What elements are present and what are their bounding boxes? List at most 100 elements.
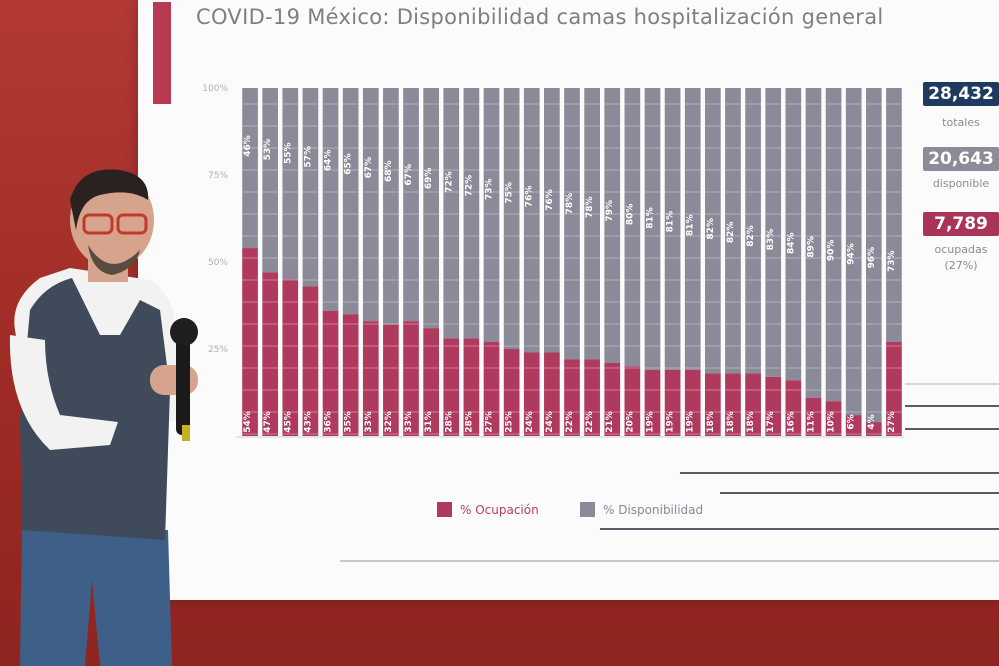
y-tick-label: 50% [208,258,228,268]
bar-ocupacion [725,373,741,436]
data-label-ocupacion: 47% [263,411,273,433]
bar-ocupacion [705,373,721,436]
bar-disponibilidad [403,88,419,322]
data-label-disponibilidad: 96% [867,247,877,269]
bar-disponibilidad [785,88,802,381]
stat-ocupadas-label: ocupadas [934,243,988,256]
data-label-disponibilidad: 80% [625,204,635,226]
bar-disponibilidad [564,88,580,360]
bar-ocupacion [443,338,460,436]
bar-ocupacion [322,310,339,436]
stat-ocupadas-value: 7,789 [923,212,999,236]
bar-ocupacion [242,248,258,436]
bar-disponibilidad [825,88,842,402]
stat-totales-label: totales [942,116,980,129]
bar-ocupacion [483,342,500,436]
data-label-disponibilidad: 67% [364,157,374,179]
bar-ocupacion [403,321,419,436]
data-label-disponibilidad: 83% [766,229,776,251]
bar-disponibilidad [423,88,439,329]
data-label-ocupacion: 16% [786,411,796,433]
legend-disponibilidad-swatch [580,502,595,517]
x-axis-date-labels [170,452,890,472]
bar-disponibilidad [242,88,258,249]
bar-ocupacion [383,324,399,436]
data-label-disponibilidad: 69% [424,168,434,190]
data-label-ocupacion: 28% [464,411,474,433]
bar-disponibilidad [584,88,600,360]
legend-ocupacion: % Ocupación [437,502,539,517]
data-label-ocupacion: 17% [766,411,776,433]
bar-ocupacion [342,314,359,436]
bar-disponibilidad [664,88,681,370]
stat-totales-value: 28,432 [923,82,999,106]
bar-ocupacion [845,415,862,436]
data-label-disponibilidad: 89% [806,236,816,258]
stat-disponibles-label: disponible [932,177,990,190]
legend-disponibilidad: % Disponibilidad [580,502,703,517]
data-label-ocupacion: 27% [887,411,897,433]
bar-ocupacion [503,349,520,436]
data-label-disponibilidad: 76% [525,186,535,208]
data-label-disponibilidad: 82% [746,225,756,247]
stat-ocupadas-pct: (27%) [944,259,978,272]
bar-disponibilidad [503,88,520,349]
bar-ocupacion [262,272,279,436]
data-label-disponibilidad: 82% [706,218,716,240]
bar-disponibilidad [604,88,621,363]
bar-ocupacion [684,369,701,436]
data-label-ocupacion: 27% [485,411,495,433]
data-label-ocupacion: 43% [303,411,313,433]
data-label-disponibilidad: 84% [786,232,796,254]
data-label-ocupacion: 24% [545,411,555,433]
bar-ocupacion [745,373,761,436]
data-label-ocupacion: 36% [324,411,334,433]
bar-ocupacion [624,366,641,436]
data-label-ocupacion: 4% [867,414,877,429]
table-line [680,472,999,474]
data-label-disponibilidad: 55% [283,142,293,164]
bar-ocupacion [886,342,902,436]
bar-disponibilidad [765,88,782,377]
bar-disponibilidad [544,88,560,353]
bar-disponibilidad [805,88,822,398]
data-label-disponibilidad: 79% [605,200,615,222]
data-label-ocupacion: 19% [666,411,676,433]
data-label-disponibilidad: 81% [666,211,676,233]
data-label-disponibilidad: 64% [324,150,334,172]
data-label-disponibilidad: 81% [686,214,696,236]
y-tick-label: 100% [202,84,228,94]
data-label-ocupacion: 22% [565,411,575,433]
data-label-ocupacion: 35% [344,411,354,433]
data-label-disponibilidad: 78% [565,193,575,215]
data-label-ocupacion: 31% [424,411,434,433]
data-label-ocupacion: 10% [827,411,837,433]
bar-ocupacion [604,362,621,436]
data-label-ocupacion: 18% [706,411,716,433]
data-label-ocupacion: 18% [726,411,736,433]
data-label-disponibilidad: 75% [505,182,515,204]
data-label-ocupacion: 19% [645,411,655,433]
table-line [340,560,999,562]
legend-ocupacion-label: % Ocupación [460,502,539,517]
data-label-disponibilidad: 57% [303,146,313,168]
bar-disponibilidad [322,88,339,311]
data-label-ocupacion: 19% [686,411,696,433]
bar-disponibilidad [624,88,641,367]
bar-ocupacion [302,286,319,436]
table-line [720,492,999,494]
data-label-ocupacion: 18% [746,411,756,433]
data-label-ocupacion: 11% [806,411,816,433]
bar-ocupacion [282,279,299,436]
data-label-ocupacion: 25% [505,411,515,433]
legend-ocupacion-swatch [437,502,452,517]
data-label-disponibilidad: 65% [344,153,354,175]
bar-ocupacion [362,321,379,436]
bar-disponibilidad [725,88,741,374]
table-line [905,405,999,407]
data-label-ocupacion: 54% [243,411,253,433]
data-label-disponibilidad: 94% [847,243,857,265]
data-label-ocupacion: 33% [364,411,374,433]
bar-ocupacion [785,380,802,436]
